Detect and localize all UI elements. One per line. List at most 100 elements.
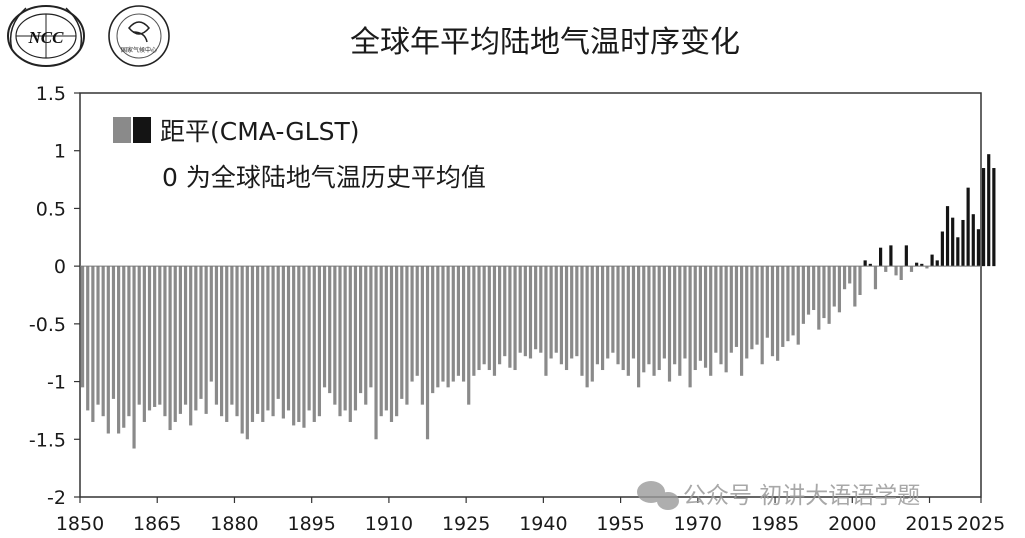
bar <box>806 266 811 315</box>
bar <box>832 266 836 307</box>
bar <box>117 266 121 434</box>
bar <box>626 266 630 376</box>
bar <box>266 266 270 411</box>
bar <box>359 266 363 394</box>
bar <box>528 266 533 359</box>
bar <box>570 266 574 359</box>
bar <box>297 266 301 422</box>
bar <box>791 266 795 336</box>
bar <box>734 266 739 347</box>
bar <box>307 266 311 411</box>
bar <box>559 266 563 365</box>
watermark-text: 公众号 初讲大语语学题 <box>683 483 920 509</box>
bar <box>477 266 481 371</box>
bar <box>739 266 744 376</box>
bar <box>245 266 249 440</box>
y-tick-label: -2 <box>47 487 66 509</box>
bar <box>276 266 280 399</box>
bar <box>534 266 538 350</box>
bar <box>781 266 785 347</box>
bar <box>492 266 497 376</box>
bar <box>482 266 486 365</box>
bar <box>353 266 358 411</box>
x-tick-label: 1985 <box>751 513 799 535</box>
bar <box>178 266 182 414</box>
bar <box>312 266 316 422</box>
bar <box>590 266 594 382</box>
bar <box>338 266 342 417</box>
bar <box>235 266 239 417</box>
bar <box>848 266 852 284</box>
bar <box>889 245 893 267</box>
bar <box>317 266 322 417</box>
bar <box>642 266 646 373</box>
bar <box>333 266 337 405</box>
bar <box>219 266 224 417</box>
x-tick-label: 1955 <box>596 513 644 535</box>
bar <box>940 231 944 267</box>
plot-area <box>79 92 982 498</box>
bar <box>431 266 435 394</box>
bar <box>250 266 255 422</box>
bar <box>369 266 373 388</box>
bar <box>987 154 991 267</box>
bar <box>786 266 790 342</box>
bar <box>153 266 157 407</box>
bar <box>503 266 507 357</box>
bar <box>621 266 625 371</box>
bar <box>585 266 589 388</box>
bar <box>863 260 867 267</box>
bar <box>822 266 826 319</box>
bar <box>168 266 172 431</box>
bar <box>379 266 383 417</box>
bar <box>163 266 167 417</box>
bar <box>719 266 723 365</box>
y-tick-label: -0.5 <box>29 314 66 336</box>
bar <box>858 266 862 295</box>
bar <box>657 266 661 371</box>
bar <box>827 266 831 324</box>
bar <box>776 266 780 361</box>
bar <box>925 266 929 269</box>
bar <box>817 266 821 330</box>
bar <box>322 266 327 388</box>
bar <box>230 266 234 405</box>
bar <box>518 266 522 353</box>
bar <box>348 266 352 422</box>
bar <box>842 266 847 290</box>
bar <box>364 266 368 405</box>
bar <box>189 266 193 426</box>
bar <box>688 266 692 388</box>
bar <box>441 266 445 382</box>
bar <box>204 266 208 414</box>
bar <box>461 266 466 382</box>
bar <box>956 237 960 267</box>
bar <box>271 266 275 417</box>
bar <box>147 266 152 411</box>
y-tick-label: 1 <box>54 141 66 163</box>
bar <box>127 266 131 417</box>
bar <box>240 266 244 434</box>
x-axis: 1850 1865 1880 1895 1910 1925 1940 1955 1970 1985… <box>56 497 1005 535</box>
bar <box>523 266 527 357</box>
x-tick-label: 1970 <box>674 513 722 535</box>
bar <box>225 266 229 422</box>
bar <box>286 266 291 411</box>
bar <box>884 266 888 272</box>
bar <box>261 266 265 422</box>
bar <box>611 266 615 353</box>
bar <box>451 266 455 382</box>
bar <box>981 168 986 267</box>
bar <box>945 206 950 267</box>
bar <box>395 266 399 417</box>
bar <box>930 254 934 267</box>
bar <box>508 266 512 368</box>
bar <box>549 266 553 359</box>
bar <box>554 266 558 353</box>
bar <box>111 266 116 399</box>
bar <box>801 266 805 324</box>
x-tick-label: 1940 <box>519 513 567 535</box>
y-tick-label: -1.5 <box>29 429 66 451</box>
chart-title: 全球年平均陆地气温时序变化 <box>350 25 740 60</box>
